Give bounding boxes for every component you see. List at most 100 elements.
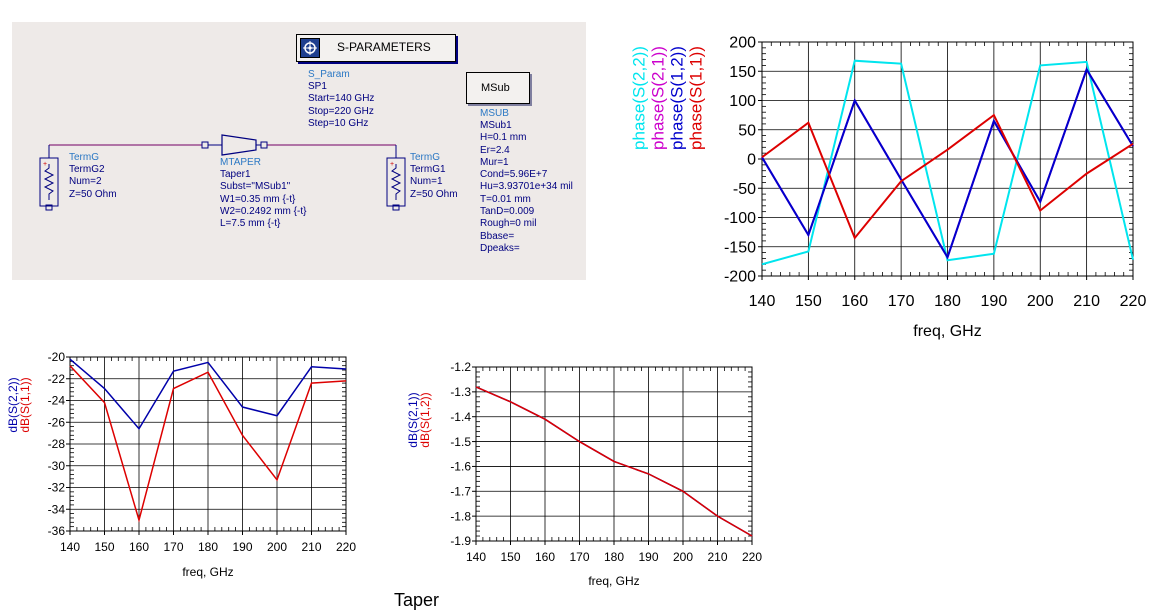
svg-text:+: + bbox=[43, 161, 47, 168]
x-tick-label: 220 bbox=[1120, 293, 1147, 310]
x-tick-label: 220 bbox=[742, 550, 762, 564]
msub-line: Cond=5.96E+7 bbox=[480, 169, 548, 181]
msub-line: Mur=1 bbox=[480, 156, 509, 168]
x-tick-label: 210 bbox=[1073, 293, 1100, 310]
x-tick-label: 210 bbox=[707, 550, 727, 564]
msub-line: Dpeaks= bbox=[480, 242, 520, 254]
term-left-line: Num=2 bbox=[69, 176, 102, 188]
msub-line: Rough=0 mil bbox=[480, 218, 537, 230]
legend-label: phase(S(2,2)) bbox=[629, 46, 648, 150]
x-tick-label: 180 bbox=[934, 293, 961, 310]
term-left-type-label: TermG bbox=[69, 152, 99, 163]
x-tick-label: 160 bbox=[841, 293, 868, 310]
series-line bbox=[69, 358, 347, 431]
y-tick-label: -24 bbox=[48, 394, 66, 408]
sparameters-controller[interactable]: S-PARAMETERS bbox=[296, 34, 456, 62]
taper-line: W1=0.35 mm {-t} bbox=[220, 193, 296, 205]
y-tick-label: 150 bbox=[729, 64, 756, 81]
legend-label: dB(S(1,2)) bbox=[418, 392, 432, 447]
y-tick-label: -36 bbox=[48, 524, 66, 538]
taper-parameters: Taper1 Subst="MSub1" W1=0.35 mm {-t} W2=0.2… bbox=[220, 169, 306, 230]
x-tick-label: 170 bbox=[888, 293, 915, 310]
x-axis-title: freq, GHz bbox=[588, 574, 639, 588]
taper-line: Taper1 bbox=[220, 169, 251, 180]
term-right-line: TermG1 bbox=[410, 164, 446, 175]
legend-label: phase(S(1,2)) bbox=[667, 46, 686, 150]
x-tick-label: 200 bbox=[1027, 293, 1054, 310]
x-tick-label: 190 bbox=[232, 540, 252, 554]
y-tick-label: -22 bbox=[48, 372, 66, 386]
x-tick-label: 170 bbox=[569, 550, 589, 564]
y-tick-label: 100 bbox=[729, 93, 756, 110]
y-tick-label: -50 bbox=[733, 181, 756, 198]
x-tick-label: 140 bbox=[749, 293, 776, 310]
term-right-line: Z=50 Ohm bbox=[410, 188, 458, 200]
msub-line: MSub1 bbox=[480, 120, 512, 131]
x-tick-label: 170 bbox=[163, 540, 183, 554]
y-tick-label: -30 bbox=[48, 459, 66, 473]
msub-title: MSub bbox=[481, 82, 510, 94]
x-tick-label: 220 bbox=[336, 540, 356, 554]
x-tick-label: 180 bbox=[198, 540, 218, 554]
legend-label: dB(S(2,1)) bbox=[406, 392, 420, 447]
y-tick-label: -28 bbox=[48, 437, 66, 451]
term-left-symbol[interactable]: + bbox=[39, 157, 59, 211]
msub-block[interactable]: MSub bbox=[466, 72, 530, 104]
x-axis-title: freq, GHz bbox=[182, 565, 233, 579]
schematic-canvas: + + S-PARAMETERS S_Param SP1 Start=140 GH… bbox=[12, 22, 586, 280]
y-tick-label: -34 bbox=[48, 502, 66, 516]
term-left-line: Z=50 Ohm bbox=[69, 188, 117, 200]
sparam-line: SP1 bbox=[308, 81, 327, 92]
term-right-symbol[interactable]: + bbox=[386, 157, 406, 211]
x-tick-label: 160 bbox=[535, 550, 555, 564]
legend-label: phase(S(1,1)) bbox=[686, 46, 705, 150]
y-tick-label: -20 bbox=[48, 350, 66, 364]
sparam-type-label: S_Param bbox=[308, 69, 350, 80]
taper-line: Subst="MSub1" bbox=[220, 181, 291, 193]
y-tick-label: 0 bbox=[747, 152, 756, 169]
series-line bbox=[761, 67, 1134, 260]
legend-label: dB(S(1,1)) bbox=[18, 377, 32, 432]
y-tick-label: -100 bbox=[724, 210, 756, 227]
legend-label: phase(S(2,1)) bbox=[648, 46, 667, 150]
taper-line: L=7.5 mm {-t} bbox=[220, 218, 281, 230]
x-tick-label: 140 bbox=[466, 550, 486, 564]
term-right-parameters: TermG1 Num=1 Z=50 Ohm bbox=[410, 164, 458, 201]
term-left-line: TermG2 bbox=[69, 164, 105, 175]
y-tick-label: -1.2 bbox=[450, 360, 471, 374]
taper-symbol[interactable] bbox=[208, 134, 261, 156]
msub-line: H=0.1 mm bbox=[480, 132, 527, 144]
y-tick-label: -32 bbox=[48, 481, 66, 495]
taper-type-label: MTAPER bbox=[220, 157, 261, 168]
y-tick-label: -1.5 bbox=[450, 435, 471, 449]
figure-caption: Taper bbox=[394, 590, 440, 610]
x-tick-label: 180 bbox=[604, 550, 624, 564]
msub-line: TanD=0.009 bbox=[480, 206, 535, 218]
y-tick-label: -200 bbox=[724, 269, 756, 286]
y-tick-label: -1.7 bbox=[450, 484, 471, 498]
term-right-line: Num=1 bbox=[410, 176, 443, 188]
y-tick-label: -1.6 bbox=[450, 460, 471, 474]
legend-label: dB(S(2,2)) bbox=[6, 377, 20, 432]
series-line bbox=[475, 386, 753, 537]
x-tick-label: 210 bbox=[301, 540, 321, 554]
msub-parameters: MSub1 H=0.1 mm Er=2.4 Mur=1 Cond=5.96E+7 Hu=3… bbox=[480, 120, 573, 255]
x-tick-label: 150 bbox=[500, 550, 520, 564]
x-axis-title: freq, GHz bbox=[913, 323, 981, 340]
x-tick-label: 140 bbox=[60, 540, 80, 554]
taper-line: W2=0.2492 mm {-t} bbox=[220, 205, 307, 217]
series-line bbox=[761, 113, 1134, 240]
chart-2: 140 150 160 170 180 190 200 210 220 -36 -34 -32 -30 -… bbox=[6, 350, 356, 579]
x-tick-label: 160 bbox=[129, 540, 149, 554]
y-tick-label: -26 bbox=[48, 415, 66, 429]
x-tick-label: 190 bbox=[981, 293, 1008, 310]
sparam-line: Start=140 GHz bbox=[308, 93, 375, 105]
y-tick-label: -1.9 bbox=[450, 534, 471, 548]
x-tick-label: 150 bbox=[94, 540, 114, 554]
sparam-line: Step=10 GHz bbox=[308, 117, 369, 129]
sparam-line: Stop=220 GHz bbox=[308, 105, 374, 117]
schematic-wiring: + + bbox=[39, 134, 406, 211]
y-tick-label: -150 bbox=[724, 239, 756, 256]
msub-line: T=0.01 mm bbox=[480, 193, 531, 205]
